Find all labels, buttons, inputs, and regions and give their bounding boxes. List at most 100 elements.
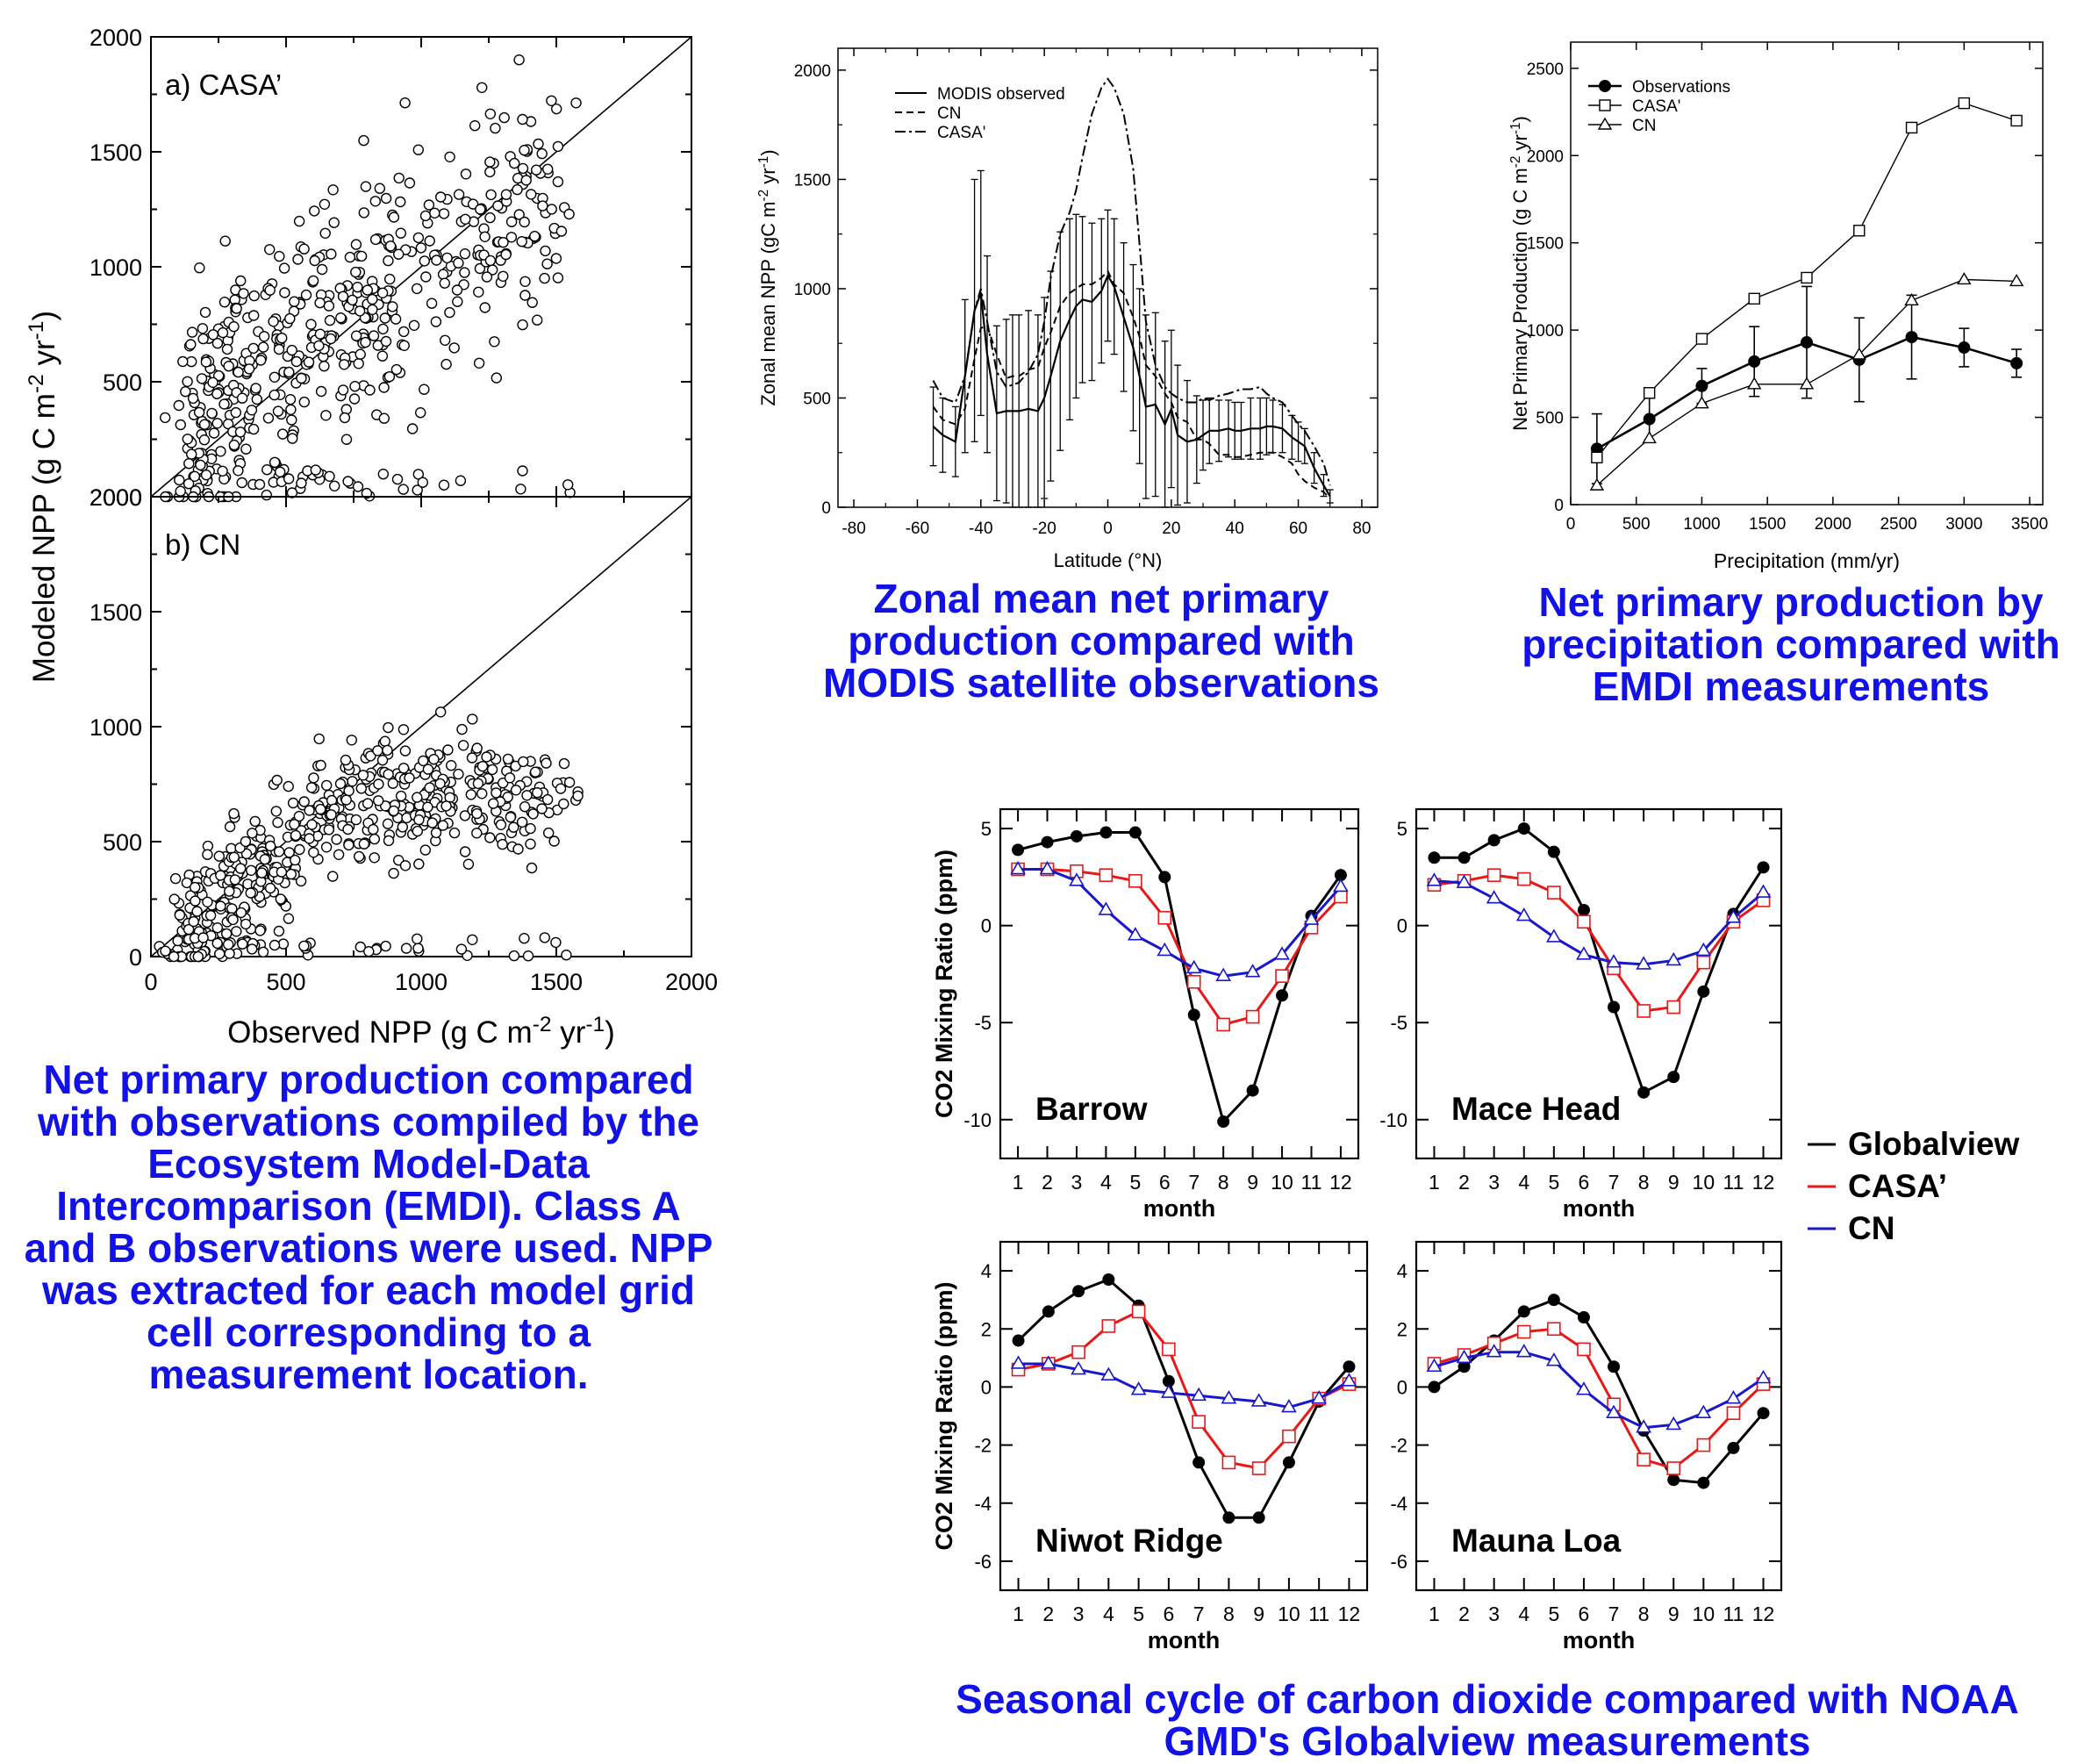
month-tick-label: 2 [1458,1171,1470,1194]
precip-marker [1748,355,1761,368]
precip-marker [1905,331,1918,344]
scatter-point [429,207,440,219]
scatter-point [412,232,425,244]
month-tick-label: 3 [1488,1171,1500,1194]
scatter-point [473,286,484,298]
scatter-point [298,243,310,255]
scatter-point [196,373,208,384]
scatter-point [207,329,219,341]
scatter-point [539,932,550,943]
scatter-point [172,935,183,947]
scatter-point [259,854,271,865]
scatter-point [379,312,390,324]
casa-marker [1547,1322,1561,1337]
scatter-point [229,874,241,886]
scatter-point [380,940,391,952]
scatter-point [562,479,574,491]
y-tick-label: -4 [1390,1493,1407,1515]
y-tick-label: 1000 [794,281,831,299]
scatter-point [285,404,297,415]
scatter-point [182,434,194,445]
globalview-marker [1072,1285,1085,1298]
y-tick-label: 0 [981,915,992,937]
scatter-point [522,950,534,962]
scatter-point [257,341,269,353]
scatter-point [555,783,567,794]
precip-marker [1589,477,1605,491]
scatter-point [541,258,553,269]
scatter-point [283,913,295,924]
cn-marker [1311,1390,1328,1404]
month-tick-label: 2 [1042,1171,1053,1194]
caption-scatter: Net primary production compared with obs… [24,1057,713,1397]
scatter-point [326,248,337,260]
month-tick-label: 2 [1042,1603,1054,1625]
y-tick-label: 4 [981,1260,992,1282]
scatter-point [248,290,260,302]
scatter-point [309,255,320,267]
scatter-point [305,319,317,330]
casa-marker [1128,874,1142,888]
scatter-point [378,382,390,393]
scatter-point [211,418,223,429]
scatter-point [275,893,286,905]
scatter-point [204,909,217,921]
scatter-point [198,419,211,430]
globalview-marker [1428,1380,1441,1394]
cn-marker [1333,878,1349,893]
scatter-point [495,819,507,830]
globalview-marker [1282,1456,1295,1469]
scatter-point [430,316,442,327]
y-tick-label: 500 [103,369,142,396]
casa-marker [1282,1429,1296,1444]
scatter-point [517,162,529,175]
scatter-point [290,355,303,368]
scatter-point [505,232,518,243]
scatter-point [319,227,331,239]
precip-marker [1904,292,1919,306]
scatter-point [400,943,412,954]
scatter-point [314,328,326,340]
scatter-point [460,213,471,226]
scatter-point [546,95,557,107]
scatter-point [177,355,189,368]
scatter-point [228,807,240,820]
station-label: Barrow [1035,1091,1148,1127]
globalview-marker [1217,1115,1230,1128]
casa-marker [1099,868,1114,882]
scatter-point [228,851,240,863]
scatter-point [269,456,281,468]
month-tick-label: 6 [1163,1603,1174,1625]
scatter-point [329,480,340,491]
scatter-point [459,846,471,857]
scatter-point [397,763,410,774]
scatter-point [438,208,450,219]
scatter-point [398,326,410,338]
scatter-point [465,789,476,800]
legend-marker-symbol [1599,80,1611,92]
scatter-point [412,144,424,155]
scatter-point [197,333,209,345]
scatter-point [238,288,249,299]
scatter-point [185,448,197,460]
y-tick-label: 0 [981,1376,992,1398]
scatter-point [334,778,347,790]
scatter-point [422,801,433,813]
scatter-point [273,846,285,857]
scatter-point [307,275,319,287]
globalview-marker [1608,1360,1621,1373]
scatter-point [355,348,366,360]
scatter-point [555,226,568,237]
scatter-point [460,169,472,180]
globalview-marker [1697,1476,1710,1489]
scatter-point [298,940,310,952]
scatter-point [383,255,394,267]
cn-marker [1010,860,1026,875]
cn-marker [1515,907,1532,921]
cn-marker [1127,927,1143,941]
scatter-point [563,777,576,788]
scatter-point [525,838,536,850]
month-tick-label: 7 [1608,1603,1620,1625]
scatter-point [169,872,182,885]
